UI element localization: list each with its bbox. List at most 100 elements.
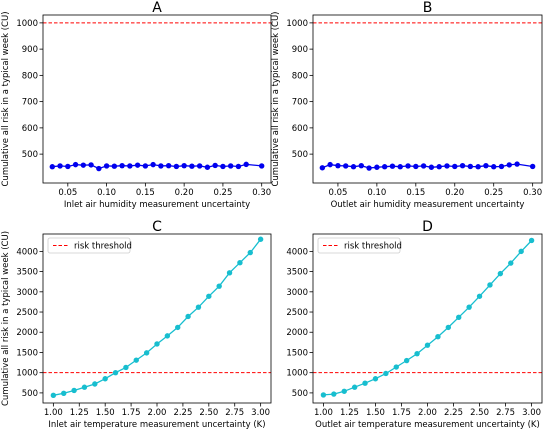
x-tick-label: 1.50	[366, 408, 385, 418]
y-tick-label: 900	[22, 45, 38, 55]
y-tick-label: 500	[292, 389, 308, 399]
x-tick-label: 2.75	[496, 408, 515, 418]
y-tick-label: 2500	[16, 308, 38, 318]
data-point	[350, 164, 357, 170]
data-point	[366, 165, 372, 171]
data-point	[456, 314, 462, 320]
x-tick-label: 2.25	[173, 408, 192, 418]
x-tick-label: 1.25	[70, 408, 89, 418]
data-point	[134, 162, 141, 168]
data-point	[508, 260, 514, 266]
x-tick-label: 0.05	[328, 188, 347, 198]
x-tick-label: 2.00	[418, 408, 437, 418]
y-tick-label: 2000	[16, 328, 38, 338]
y-tick-label: 500	[22, 389, 38, 399]
x-tick-label: 0.25	[484, 188, 503, 198]
data-point	[351, 384, 358, 390]
x-axis-label: Inlet air humidity measurement uncertain…	[64, 200, 250, 210]
y-tick-label: 800	[22, 71, 38, 81]
x-tick-label: 0.30	[523, 188, 542, 198]
y-tick-label: 500	[292, 150, 308, 160]
data-point	[165, 162, 172, 169]
x-tick-label: 2.50	[470, 408, 489, 418]
y-tick-label: 600	[22, 124, 38, 134]
data-point	[529, 163, 536, 170]
x-tick-label: 0.20	[175, 188, 194, 198]
data-point	[258, 163, 265, 169]
data-point	[459, 162, 466, 169]
data-point	[487, 282, 493, 288]
x-tick-label: 2.50	[199, 408, 218, 418]
y-tick-label: 900	[292, 45, 308, 55]
data-point	[80, 162, 87, 168]
legend-box	[317, 237, 401, 254]
data-point	[327, 161, 333, 168]
legend-label: risk threshold	[344, 242, 402, 252]
x-tick-label: 2.00	[148, 408, 167, 418]
x-tick-label: 3.00	[251, 408, 270, 418]
x-axis-label: Outlet air temperature measurement uncer…	[315, 420, 540, 430]
y-tick-label: 4000	[16, 247, 38, 257]
y-tick-label: 3500	[16, 268, 38, 278]
data-point	[96, 165, 102, 172]
panel-title: C	[152, 219, 162, 235]
data-point	[381, 164, 388, 170]
data-point	[445, 324, 452, 331]
x-tick-label: 2.75	[225, 408, 244, 418]
data-point	[319, 165, 326, 171]
data-point	[483, 162, 489, 169]
y-tick-label: 600	[292, 124, 308, 134]
data-point	[119, 162, 125, 169]
data-point	[212, 162, 218, 169]
data-point	[341, 388, 347, 394]
x-tick-label: 1.75	[392, 408, 411, 418]
data-point	[150, 161, 156, 168]
data-point	[72, 161, 79, 168]
y-tick-label: 2500	[286, 308, 308, 318]
data-point	[528, 237, 535, 244]
x-tick-label: 3.00	[522, 408, 541, 418]
data-point	[331, 391, 337, 397]
data-point	[452, 163, 458, 170]
data-point	[320, 392, 327, 398]
data-point	[216, 283, 222, 289]
data-point	[247, 249, 253, 256]
legend-box	[47, 237, 131, 254]
y-tick-label: 500	[22, 150, 38, 160]
y-axis-label: Cumulative all risk in a typical week (C…	[1, 231, 11, 406]
x-tick-label: 0.10	[367, 188, 386, 198]
y-tick-label: 800	[292, 71, 308, 81]
x-tick-label: 0.15	[406, 188, 425, 198]
data-point	[173, 163, 180, 170]
y-tick-label: 1500	[286, 348, 308, 358]
data-point	[257, 236, 264, 242]
data-point	[358, 162, 364, 169]
data-point	[181, 162, 187, 169]
data-point	[237, 260, 243, 266]
data-point	[374, 164, 380, 170]
data-point	[185, 313, 191, 320]
data-point	[497, 270, 504, 277]
y-axis-label: Cumulative all risk in a typical week (C…	[271, 11, 281, 186]
data-point	[498, 163, 505, 170]
legend: risk threshold	[47, 237, 132, 254]
data-point	[424, 342, 431, 348]
y-tick-label: 1000	[286, 19, 308, 29]
y-tick-label: 3500	[286, 268, 308, 278]
data-point	[102, 376, 108, 382]
data-point	[103, 163, 110, 169]
data-point	[413, 163, 419, 170]
data-point	[428, 164, 435, 170]
data-point	[206, 293, 212, 299]
data-point	[226, 270, 233, 276]
data-point	[397, 164, 403, 170]
data-point	[343, 163, 349, 169]
data-point	[467, 163, 474, 170]
legend: risk threshold	[317, 237, 402, 254]
y-axis-label: Cumulative all risk in a typical week (C…	[1, 11, 11, 186]
y-tick-label: 3000	[16, 288, 38, 298]
x-axis-label: Outlet air humidity measurement uncertai…	[331, 200, 525, 210]
legend-label: risk threshold	[74, 242, 132, 252]
data-point	[92, 381, 98, 387]
